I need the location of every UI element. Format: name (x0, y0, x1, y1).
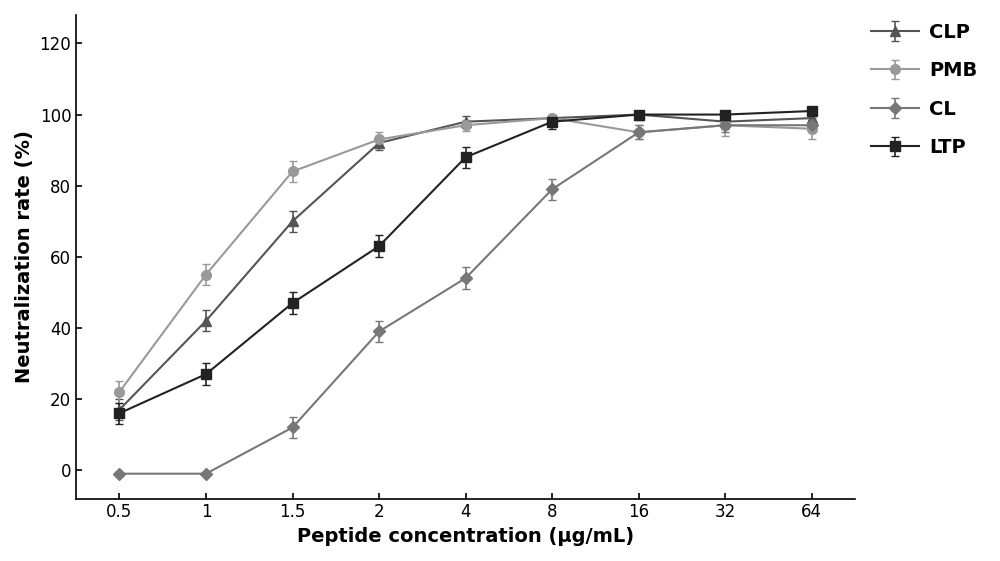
X-axis label: Peptide concentration (μg/mL): Peptide concentration (μg/mL) (297, 527, 634, 546)
Y-axis label: Neutralization rate (%): Neutralization rate (%) (15, 130, 34, 383)
Legend: CLP, PMB, CL, LTP: CLP, PMB, CL, LTP (863, 15, 985, 165)
